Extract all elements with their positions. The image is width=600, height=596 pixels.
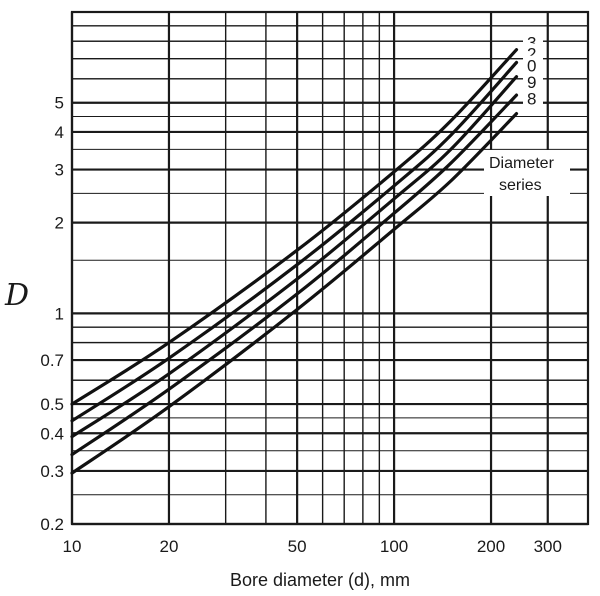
x-tick-label: 100 [380,537,408,556]
series-line-9 [70,93,519,457]
series-label-0: 0 [527,57,536,76]
y-tick-label: 3 [55,161,64,180]
series-label-8: 8 [527,90,536,109]
curves [70,48,519,475]
x-tick-labels: 10 20 50 100 200 300 [63,537,562,556]
series-label-2: 2 [527,44,536,63]
y-tick-label: 0.7 [40,351,64,370]
y-tick-label: 0.3 [40,462,64,481]
series-label-backdrop [523,72,543,93]
series-line-0 [70,75,519,439]
y-tick-label: 1 [55,304,64,323]
series-label-3: 3 [527,34,536,53]
plot-frame [70,10,590,526]
x-tick-label: 200 [477,537,505,556]
y-tick-label: 0.2 [40,515,64,534]
series-line-8 [70,112,519,475]
y-tick-label: 0.5 [40,395,64,414]
y-tick-label: 2 [55,214,64,233]
series-label-backdrop [523,88,543,109]
annotation-line-2: series [499,177,542,194]
x-tick-label: 300 [534,537,562,556]
x-axis-title: Bore diameter (d), mm [230,570,410,590]
y-tick-label: 0.4 [40,424,64,443]
series-label-backdrop [523,55,543,76]
y-tick-label: 5 [55,94,64,113]
x-tick-label: 50 [288,537,307,556]
y-axis-title: D [4,278,29,313]
series-line-2 [70,60,519,423]
annotation-line-1: Diameter [489,155,555,172]
annotation-backdrop [484,150,570,196]
y-tick-label: 4 [55,123,64,142]
y-tick-labels: 0.2 0.3 0.4 0.5 0.7 1 2 3 4 5 [40,94,64,534]
x-tick-label: 10 [63,537,82,556]
series-line-3 [70,48,519,406]
series-label-9: 9 [527,73,536,92]
x-tick-label: 20 [159,537,178,556]
plot-border [70,10,590,526]
